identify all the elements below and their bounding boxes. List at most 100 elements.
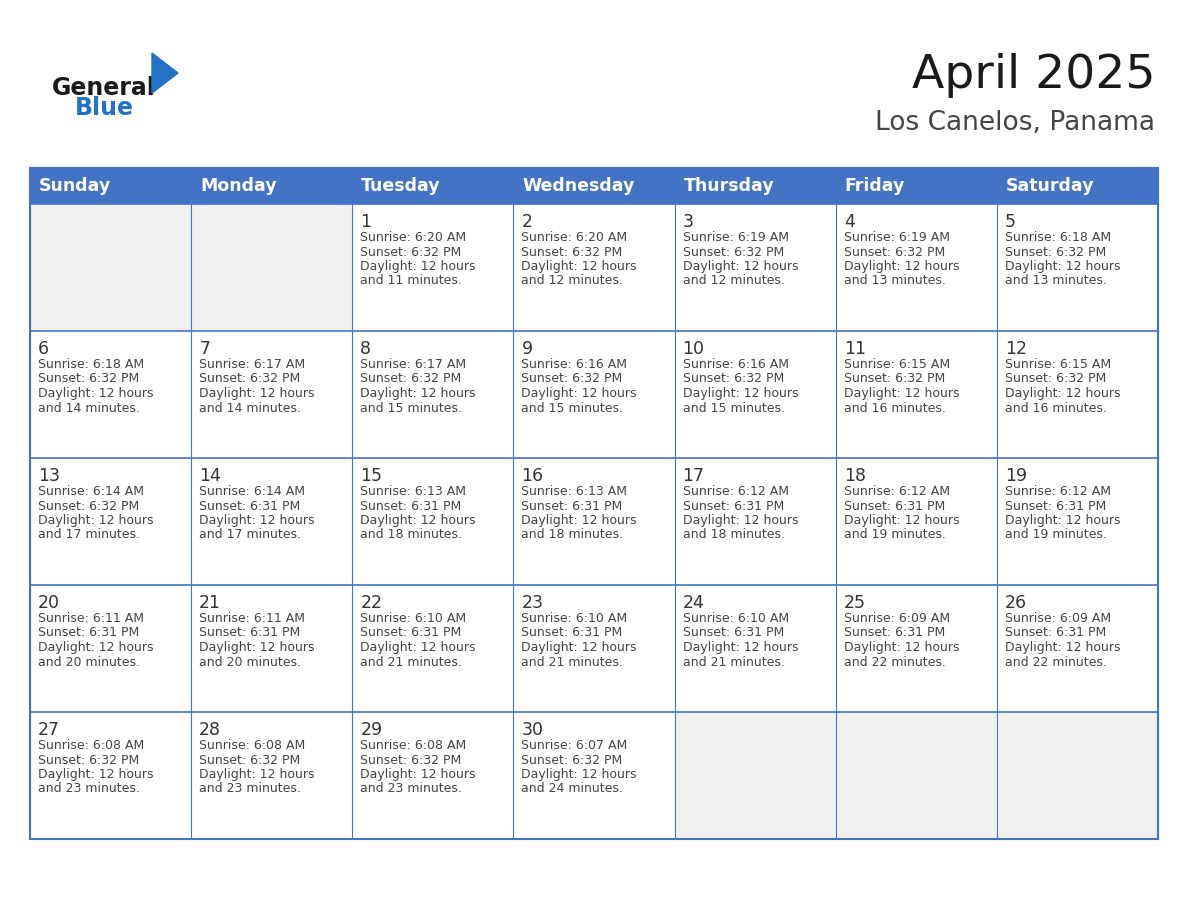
Text: Sunrise: 6:16 AM: Sunrise: 6:16 AM xyxy=(522,358,627,371)
Text: Monday: Monday xyxy=(200,177,277,195)
Text: Saturday: Saturday xyxy=(1006,177,1094,195)
Text: Sunset: 6:31 PM: Sunset: 6:31 PM xyxy=(200,499,301,512)
Text: April 2025: April 2025 xyxy=(911,53,1155,98)
Bar xyxy=(513,204,675,331)
Bar xyxy=(997,458,1158,585)
Bar xyxy=(191,331,353,458)
Text: 13: 13 xyxy=(38,467,61,485)
Text: Daylight: 12 hours: Daylight: 12 hours xyxy=(360,260,475,273)
Text: and 15 minutes.: and 15 minutes. xyxy=(683,401,784,415)
Text: Sunset: 6:32 PM: Sunset: 6:32 PM xyxy=(522,754,623,767)
Text: Sunset: 6:31 PM: Sunset: 6:31 PM xyxy=(522,499,623,512)
Text: Daylight: 12 hours: Daylight: 12 hours xyxy=(522,260,637,273)
Text: Blue: Blue xyxy=(75,96,134,120)
Text: and 24 minutes.: and 24 minutes. xyxy=(522,782,624,796)
Bar xyxy=(30,168,1158,839)
Polygon shape xyxy=(152,53,178,93)
Text: and 15 minutes.: and 15 minutes. xyxy=(360,401,462,415)
Text: Daylight: 12 hours: Daylight: 12 hours xyxy=(843,260,959,273)
Text: 3: 3 xyxy=(683,213,694,231)
Text: Daylight: 12 hours: Daylight: 12 hours xyxy=(200,768,315,781)
Bar xyxy=(30,331,191,458)
Bar xyxy=(353,204,513,331)
Text: Sunrise: 6:12 AM: Sunrise: 6:12 AM xyxy=(1005,485,1111,498)
Text: Los Canelos, Panama: Los Canelos, Panama xyxy=(876,110,1155,136)
Bar xyxy=(997,331,1158,458)
Text: 27: 27 xyxy=(38,721,61,739)
Text: Daylight: 12 hours: Daylight: 12 hours xyxy=(1005,514,1120,527)
Bar xyxy=(353,585,513,712)
Text: 16: 16 xyxy=(522,467,544,485)
Bar xyxy=(30,204,1158,331)
Text: Sunset: 6:32 PM: Sunset: 6:32 PM xyxy=(683,245,784,259)
Bar xyxy=(353,458,513,585)
Bar xyxy=(675,585,835,712)
Text: Tuesday: Tuesday xyxy=(361,177,441,195)
Text: Friday: Friday xyxy=(845,177,905,195)
Text: Sunset: 6:32 PM: Sunset: 6:32 PM xyxy=(843,245,944,259)
Text: Daylight: 12 hours: Daylight: 12 hours xyxy=(360,641,475,654)
Text: 9: 9 xyxy=(522,340,532,358)
Text: 10: 10 xyxy=(683,340,704,358)
Text: Sunset: 6:32 PM: Sunset: 6:32 PM xyxy=(522,373,623,386)
Bar xyxy=(191,204,353,331)
Text: Sunset: 6:31 PM: Sunset: 6:31 PM xyxy=(522,626,623,640)
Text: 23: 23 xyxy=(522,594,543,612)
Bar xyxy=(30,204,191,331)
Text: Sunset: 6:32 PM: Sunset: 6:32 PM xyxy=(1005,373,1106,386)
Text: Sunset: 6:32 PM: Sunset: 6:32 PM xyxy=(360,754,461,767)
Text: Sunset: 6:32 PM: Sunset: 6:32 PM xyxy=(360,373,461,386)
Text: 22: 22 xyxy=(360,594,383,612)
Text: and 23 minutes.: and 23 minutes. xyxy=(200,782,301,796)
Text: Sunset: 6:31 PM: Sunset: 6:31 PM xyxy=(360,499,461,512)
Text: and 22 minutes.: and 22 minutes. xyxy=(1005,655,1107,668)
Text: Sunrise: 6:10 AM: Sunrise: 6:10 AM xyxy=(522,612,627,625)
Text: Sunset: 6:31 PM: Sunset: 6:31 PM xyxy=(683,626,784,640)
Text: Sunrise: 6:13 AM: Sunrise: 6:13 AM xyxy=(360,485,466,498)
Text: Sunset: 6:32 PM: Sunset: 6:32 PM xyxy=(200,373,301,386)
Text: Sunset: 6:31 PM: Sunset: 6:31 PM xyxy=(360,626,461,640)
Text: Daylight: 12 hours: Daylight: 12 hours xyxy=(522,387,637,400)
Text: 25: 25 xyxy=(843,594,866,612)
Text: Sunrise: 6:08 AM: Sunrise: 6:08 AM xyxy=(200,739,305,752)
Text: 17: 17 xyxy=(683,467,704,485)
Text: Daylight: 12 hours: Daylight: 12 hours xyxy=(200,387,315,400)
Text: and 18 minutes.: and 18 minutes. xyxy=(360,529,462,542)
Text: Sunrise: 6:20 AM: Sunrise: 6:20 AM xyxy=(522,231,627,244)
Text: and 13 minutes.: and 13 minutes. xyxy=(1005,274,1107,287)
Text: and 12 minutes.: and 12 minutes. xyxy=(683,274,784,287)
Bar xyxy=(30,712,191,839)
Text: 29: 29 xyxy=(360,721,383,739)
Text: and 14 minutes.: and 14 minutes. xyxy=(38,401,140,415)
Text: 5: 5 xyxy=(1005,213,1016,231)
Text: Sunset: 6:31 PM: Sunset: 6:31 PM xyxy=(843,626,944,640)
Text: Sunset: 6:32 PM: Sunset: 6:32 PM xyxy=(200,754,301,767)
Text: Sunset: 6:32 PM: Sunset: 6:32 PM xyxy=(1005,245,1106,259)
Text: Sunrise: 6:08 AM: Sunrise: 6:08 AM xyxy=(38,739,144,752)
Bar xyxy=(353,712,513,839)
Bar xyxy=(675,458,835,585)
Bar xyxy=(835,712,997,839)
Text: 30: 30 xyxy=(522,721,543,739)
Text: General: General xyxy=(52,76,156,100)
Text: Sunrise: 6:12 AM: Sunrise: 6:12 AM xyxy=(843,485,949,498)
Bar xyxy=(191,458,353,585)
Text: Daylight: 12 hours: Daylight: 12 hours xyxy=(1005,387,1120,400)
Text: Sunrise: 6:07 AM: Sunrise: 6:07 AM xyxy=(522,739,627,752)
Text: Daylight: 12 hours: Daylight: 12 hours xyxy=(1005,641,1120,654)
Text: Sunrise: 6:13 AM: Sunrise: 6:13 AM xyxy=(522,485,627,498)
Text: Sunrise: 6:19 AM: Sunrise: 6:19 AM xyxy=(683,231,789,244)
Text: Sunday: Sunday xyxy=(39,177,112,195)
Text: Sunset: 6:31 PM: Sunset: 6:31 PM xyxy=(1005,499,1106,512)
Bar xyxy=(30,458,1158,585)
Text: and 18 minutes.: and 18 minutes. xyxy=(683,529,784,542)
Text: Wednesday: Wednesday xyxy=(523,177,634,195)
Bar xyxy=(997,585,1158,712)
Bar xyxy=(30,458,191,585)
Text: Sunrise: 6:17 AM: Sunrise: 6:17 AM xyxy=(200,358,305,371)
Text: Sunset: 6:32 PM: Sunset: 6:32 PM xyxy=(522,245,623,259)
Bar xyxy=(675,204,835,331)
Bar xyxy=(997,204,1158,331)
Text: and 23 minutes.: and 23 minutes. xyxy=(38,782,140,796)
Text: 1: 1 xyxy=(360,213,372,231)
